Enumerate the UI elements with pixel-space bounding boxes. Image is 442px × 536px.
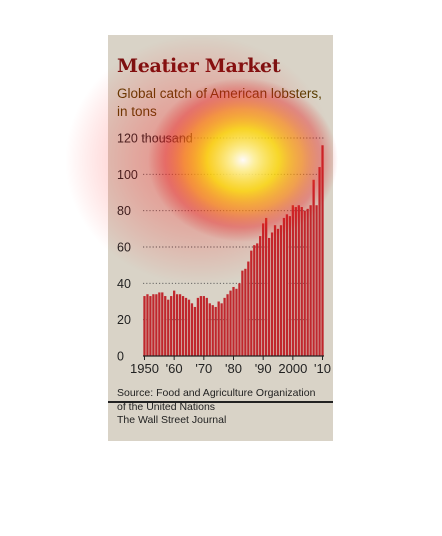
bar-1965	[187, 299, 191, 356]
x-tick-label: '60	[166, 361, 183, 376]
bar-1966	[190, 303, 194, 356]
x-tick-label: '80	[225, 361, 242, 376]
bar-1991	[265, 217, 268, 356]
bar-1957	[164, 296, 167, 356]
bar-1995	[276, 228, 280, 356]
bar-2002	[297, 205, 300, 356]
x-tick-label: 2000	[278, 361, 307, 376]
y-tick-label: 0	[117, 350, 124, 364]
bar-1978	[226, 294, 229, 356]
bar-1955	[158, 292, 161, 356]
x-tick-label: 1950	[130, 361, 159, 376]
bar-1992	[267, 237, 271, 356]
y-tick-label: 20	[117, 313, 131, 327]
bar-1976	[220, 303, 223, 356]
y-tick-label: 40	[117, 277, 131, 291]
bar-1980	[232, 286, 235, 356]
bar-1964	[184, 297, 188, 356]
source-line-2: of the United Nations	[117, 400, 216, 413]
bar-1986	[250, 250, 253, 356]
y-tick-label: 100	[117, 168, 138, 182]
x-tick-label: '10	[314, 361, 331, 376]
bar-1993	[270, 232, 274, 356]
bar-1981	[235, 288, 238, 356]
y-tick-label: 120 thousand	[117, 132, 193, 146]
bar-2010	[321, 145, 324, 356]
bar-chart: 120 thousand 100 80 60 40 20 0 1950 '60 '70 '80 '90…	[117, 132, 331, 377]
bar-1962	[178, 294, 182, 356]
bar-2003	[300, 207, 303, 356]
bar-1996	[279, 225, 283, 356]
bar-1970	[202, 296, 205, 356]
bar-1994	[273, 225, 277, 356]
x-tick-label: '90	[255, 361, 272, 376]
source-line-1: Source: Food and Agriculture Organizatio…	[117, 387, 316, 399]
bar-1961	[175, 294, 179, 356]
bar-1985	[247, 261, 250, 356]
chart-card: Meatier Market Global catch of American …	[108, 35, 333, 441]
x-tick-label: '70	[195, 361, 212, 376]
bar-1950	[143, 296, 146, 356]
bar-2004	[303, 210, 306, 356]
bar-1967	[193, 306, 197, 356]
bar-2005	[306, 208, 309, 356]
bar-1999	[288, 216, 292, 356]
bar-1971	[205, 297, 208, 356]
bar-2006	[309, 205, 312, 356]
bar-1951	[146, 294, 149, 356]
bar-1974	[214, 306, 217, 356]
divider-rule	[108, 401, 333, 403]
bar-2009	[318, 167, 321, 356]
bar-2008	[315, 205, 318, 356]
bar-1989	[259, 236, 262, 356]
bar-1954	[155, 294, 158, 356]
bar-1968	[196, 297, 200, 356]
bar-1987	[253, 245, 256, 356]
bar-1960	[173, 290, 176, 356]
bar-1975	[217, 301, 220, 356]
source-line-3: The Wall Street Journal	[117, 414, 227, 426]
bar-1984	[244, 268, 247, 356]
bar-1982	[238, 283, 241, 356]
bar-1988	[256, 243, 259, 356]
bar-1998	[285, 214, 289, 356]
source-note: Source: Food and Agriculture Organizatio…	[117, 387, 329, 428]
bar-1972	[208, 303, 211, 356]
bar-1979	[229, 290, 232, 356]
bar-1977	[223, 297, 226, 356]
bar-1983	[241, 270, 244, 356]
bar-1958	[167, 299, 170, 356]
bar-1969	[199, 296, 202, 356]
bar-2001	[294, 207, 297, 356]
y-tick-label: 60	[117, 241, 131, 255]
y-tick-label: 80	[117, 204, 131, 218]
bar-1990	[262, 223, 265, 356]
bar-1959	[170, 296, 173, 356]
bar-1956	[161, 292, 164, 356]
bar-1952	[149, 296, 152, 356]
bar-2000	[291, 205, 294, 356]
bar-1997	[282, 217, 286, 356]
bar-1953	[152, 294, 155, 356]
bar-2007	[312, 179, 315, 356]
bar-1963	[181, 296, 185, 356]
bar-1973	[211, 305, 214, 356]
